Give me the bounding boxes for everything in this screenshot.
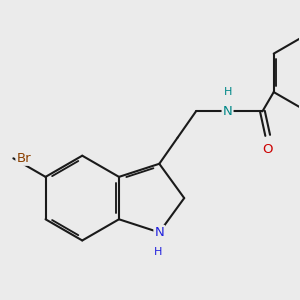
Text: N: N <box>154 226 164 239</box>
Text: H: H <box>224 87 232 97</box>
Text: Br: Br <box>16 152 31 165</box>
Text: N: N <box>223 105 232 118</box>
Text: H: H <box>154 247 163 257</box>
Text: O: O <box>262 143 273 156</box>
